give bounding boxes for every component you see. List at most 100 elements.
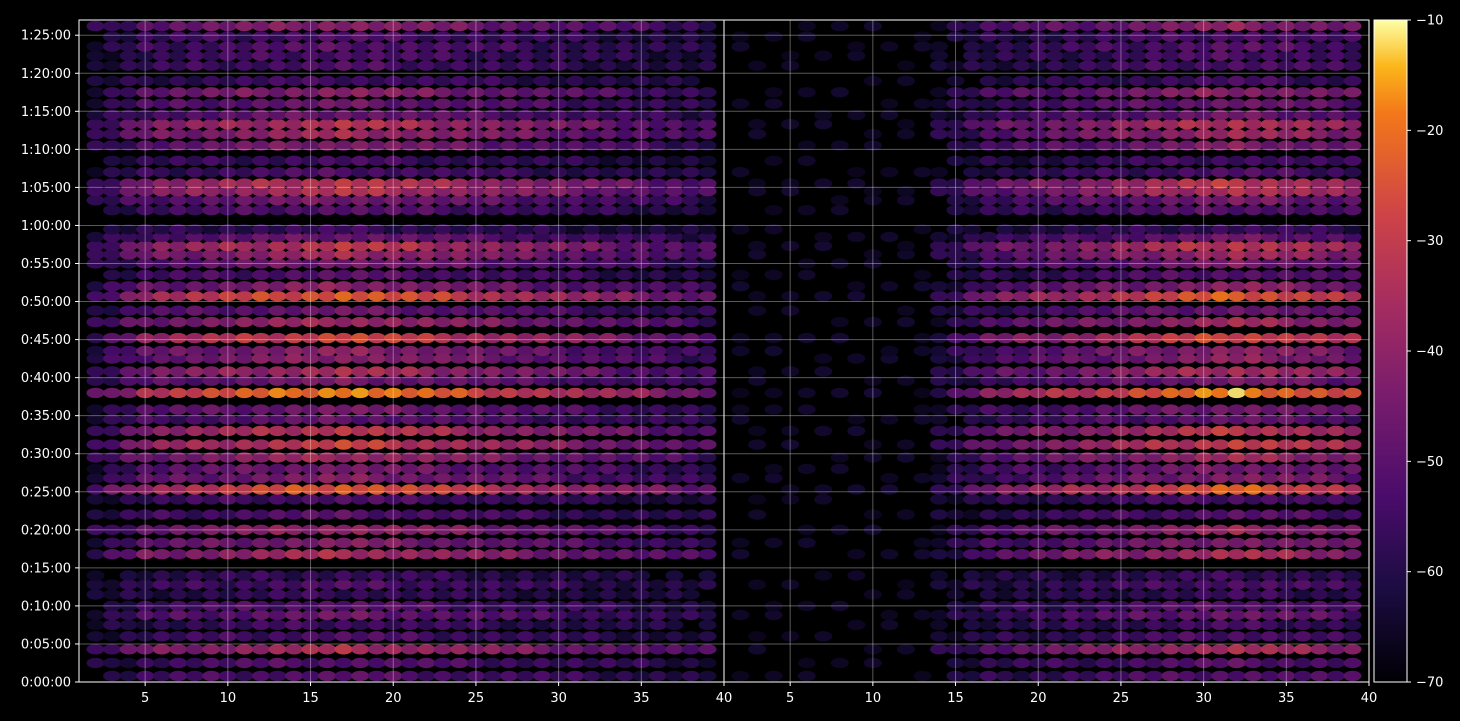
heatmap-cell bbox=[1145, 41, 1163, 52]
heatmap-cell bbox=[681, 414, 700, 425]
heatmap-cell bbox=[268, 128, 287, 140]
heatmap-cell bbox=[946, 509, 965, 520]
heatmap-cell bbox=[351, 269, 370, 281]
heatmap-cell bbox=[235, 178, 254, 189]
heatmap-cell bbox=[367, 375, 386, 386]
heatmap-cell bbox=[1260, 224, 1279, 235]
heatmap-cell bbox=[119, 119, 138, 130]
heatmap-cell bbox=[367, 240, 386, 252]
heatmap-cell bbox=[119, 472, 138, 484]
heatmap-cell bbox=[450, 178, 469, 189]
heatmap-cell bbox=[1111, 670, 1130, 682]
heatmap-cell bbox=[615, 98, 634, 109]
heatmap-cell bbox=[582, 41, 601, 52]
heatmap-cell bbox=[318, 414, 337, 425]
heatmap-cell bbox=[648, 670, 667, 682]
heatmap-cell bbox=[1062, 609, 1081, 621]
heatmap-cell bbox=[318, 404, 337, 415]
heatmap-cell bbox=[1194, 353, 1213, 364]
heatmap-cell bbox=[1194, 316, 1213, 328]
heatmap-cell bbox=[185, 463, 204, 475]
heatmap-cell bbox=[648, 75, 667, 87]
heatmap-cell bbox=[334, 366, 353, 377]
heatmap-cell bbox=[285, 109, 303, 121]
heatmap-cell bbox=[946, 109, 965, 121]
heatmap-cell bbox=[136, 387, 155, 399]
heatmap-cell bbox=[615, 570, 634, 581]
heatmap-cell bbox=[152, 155, 171, 166]
heatmap-cell bbox=[351, 155, 370, 166]
heatmap-cell bbox=[681, 439, 700, 450]
heatmap-cell bbox=[119, 375, 138, 386]
heatmap-cell bbox=[318, 644, 337, 655]
heatmap-cell bbox=[483, 305, 502, 316]
heatmap-cell bbox=[533, 509, 552, 520]
heatmap-cell bbox=[185, 452, 204, 463]
heatmap-cell bbox=[334, 205, 353, 216]
heatmap-cell bbox=[202, 140, 221, 151]
heatmap-cell bbox=[1178, 109, 1197, 121]
heatmap-cell bbox=[1260, 128, 1279, 140]
heatmap-cell bbox=[1178, 452, 1197, 463]
heatmap-cell bbox=[251, 128, 270, 140]
heatmap-cell bbox=[119, 140, 138, 151]
heatmap-cell bbox=[450, 258, 469, 269]
heatmap-cell bbox=[582, 140, 601, 151]
heatmap-cell bbox=[533, 87, 552, 98]
heatmap-cell bbox=[1277, 75, 1296, 87]
heatmap-cell bbox=[301, 670, 320, 682]
heatmap-cell bbox=[86, 657, 105, 669]
heatmap-cell bbox=[1145, 269, 1163, 281]
heatmap-cell bbox=[185, 494, 204, 505]
heatmap-cell bbox=[1293, 439, 1312, 450]
heatmap-cell bbox=[1161, 366, 1180, 377]
heatmap-cell bbox=[797, 524, 816, 535]
heatmap-cell bbox=[169, 87, 188, 98]
heatmap-cell bbox=[979, 291, 998, 302]
heatmap-cell bbox=[681, 195, 700, 206]
heatmap-cell bbox=[1161, 249, 1180, 260]
heatmap-cell bbox=[301, 155, 320, 166]
heatmap-cell bbox=[615, 186, 634, 197]
heatmap-cell bbox=[1194, 570, 1213, 581]
heatmap-cell bbox=[1078, 375, 1097, 386]
heatmap-cell bbox=[1145, 167, 1163, 178]
heatmap-cell bbox=[996, 258, 1015, 269]
heatmap-cell bbox=[533, 119, 552, 130]
heatmap-cell bbox=[681, 75, 700, 87]
heatmap-cell bbox=[103, 609, 122, 621]
heatmap-cell bbox=[1111, 195, 1130, 206]
heatmap-cell bbox=[913, 31, 932, 42]
heatmap-cell bbox=[1078, 657, 1097, 669]
heatmap-cell bbox=[632, 240, 651, 252]
heatmap-cell bbox=[1029, 31, 1048, 42]
heatmap-cell bbox=[1161, 20, 1180, 32]
heatmap-cell bbox=[285, 119, 303, 130]
heatmap-cell bbox=[1178, 98, 1197, 109]
heatmap-cell bbox=[1343, 375, 1362, 386]
heatmap-cell bbox=[648, 109, 667, 121]
heatmap-cell bbox=[1161, 463, 1180, 475]
heatmap-cell bbox=[599, 87, 618, 98]
heatmap-cell bbox=[1260, 167, 1279, 178]
heatmap-cell bbox=[665, 657, 684, 669]
heatmap-cell bbox=[268, 332, 287, 344]
heatmap-cell bbox=[781, 305, 800, 316]
heatmap-cell bbox=[285, 644, 303, 655]
heatmap-cell bbox=[1029, 353, 1048, 364]
heatmap-cell bbox=[615, 670, 634, 682]
heatmap-cell bbox=[1178, 425, 1197, 437]
heatmap-cell bbox=[1277, 128, 1296, 140]
heatmap-cell bbox=[963, 195, 982, 206]
heatmap-cell bbox=[681, 494, 700, 505]
heatmap-cell bbox=[1145, 366, 1163, 377]
heatmap-cell bbox=[698, 316, 717, 328]
heatmap-cell bbox=[1161, 570, 1180, 581]
heatmap-cell bbox=[665, 186, 684, 197]
heatmap-cell bbox=[1161, 167, 1180, 178]
heatmap-cell bbox=[533, 579, 552, 590]
heatmap-cell bbox=[1326, 644, 1345, 655]
heatmap-cell bbox=[1293, 387, 1312, 399]
heatmap-cell bbox=[1211, 509, 1230, 520]
heatmap-cell bbox=[1095, 119, 1114, 130]
